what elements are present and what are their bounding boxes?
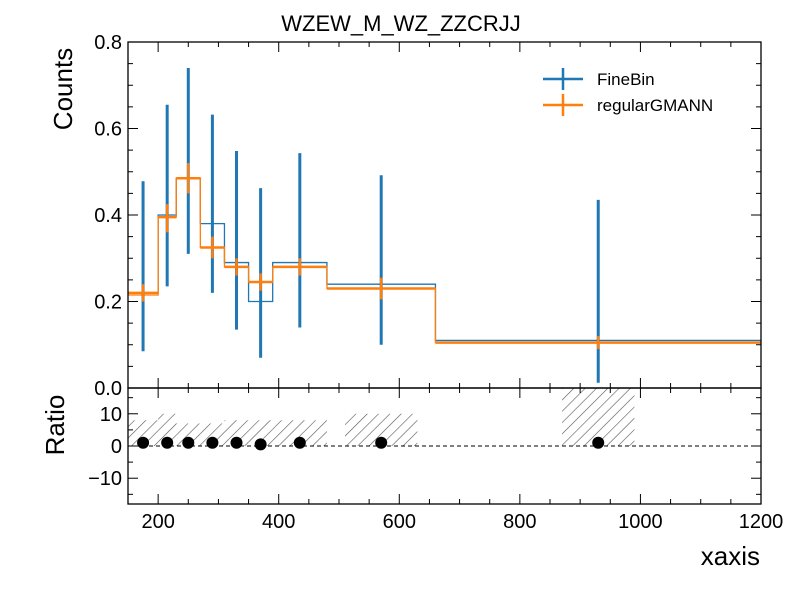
step-line-0: [128, 177, 761, 342]
ratio-point: [293, 436, 306, 449]
ratio-point: [206, 436, 219, 449]
y-tick-label-bottom: 10: [100, 404, 122, 426]
ratio-point: [182, 436, 195, 449]
x-tick-label: 400: [262, 511, 295, 533]
ratio-point: [375, 436, 388, 449]
x-tick-label: 1000: [618, 511, 663, 533]
chart-title: WZEW_M_WZ_ZZCRJJ: [281, 11, 521, 36]
x-axis-title: xaxis: [701, 541, 760, 571]
x-tick-label: 800: [503, 511, 536, 533]
ratio-point: [592, 436, 605, 449]
y-tick-label-top: 0.0: [94, 378, 122, 400]
legend-label: regularGMANN: [597, 96, 713, 115]
top-frame: [127, 41, 762, 389]
y-tick-label-top: 0.6: [94, 119, 122, 141]
ratio-point: [137, 436, 150, 449]
ratio-plot-area: [128, 388, 761, 451]
x-tick-label: 200: [141, 511, 174, 533]
legend-label: FineBin: [597, 70, 655, 89]
ratio-point: [254, 438, 267, 451]
ratio-uncertainty-band: [176, 423, 201, 446]
y-axis-title-top: Counts: [48, 48, 78, 130]
x-tick-label: 1200: [739, 511, 784, 533]
ratio-uncertainty-band: [562, 388, 635, 446]
y-tick-label-top: 0.8: [94, 32, 122, 54]
y-axis-title-bottom: Ratio: [40, 395, 70, 456]
x-tick-label: 600: [383, 511, 416, 533]
main-plot-area: [128, 67, 761, 383]
y-tick-label-top: 0.4: [94, 205, 122, 227]
step-line-1: [128, 177, 761, 344]
legend: FineBin regularGMANN: [543, 68, 713, 116]
y-tick-label-bottom: −10: [88, 468, 122, 490]
y-tick-label-top: 0.2: [94, 292, 122, 314]
ratio-uncertainty-band: [158, 413, 177, 446]
y-tick-label-bottom: 0: [111, 436, 122, 458]
ratio-point: [230, 436, 243, 449]
ratio-uncertainty-band: [200, 423, 225, 446]
ratio-point: [161, 436, 174, 449]
